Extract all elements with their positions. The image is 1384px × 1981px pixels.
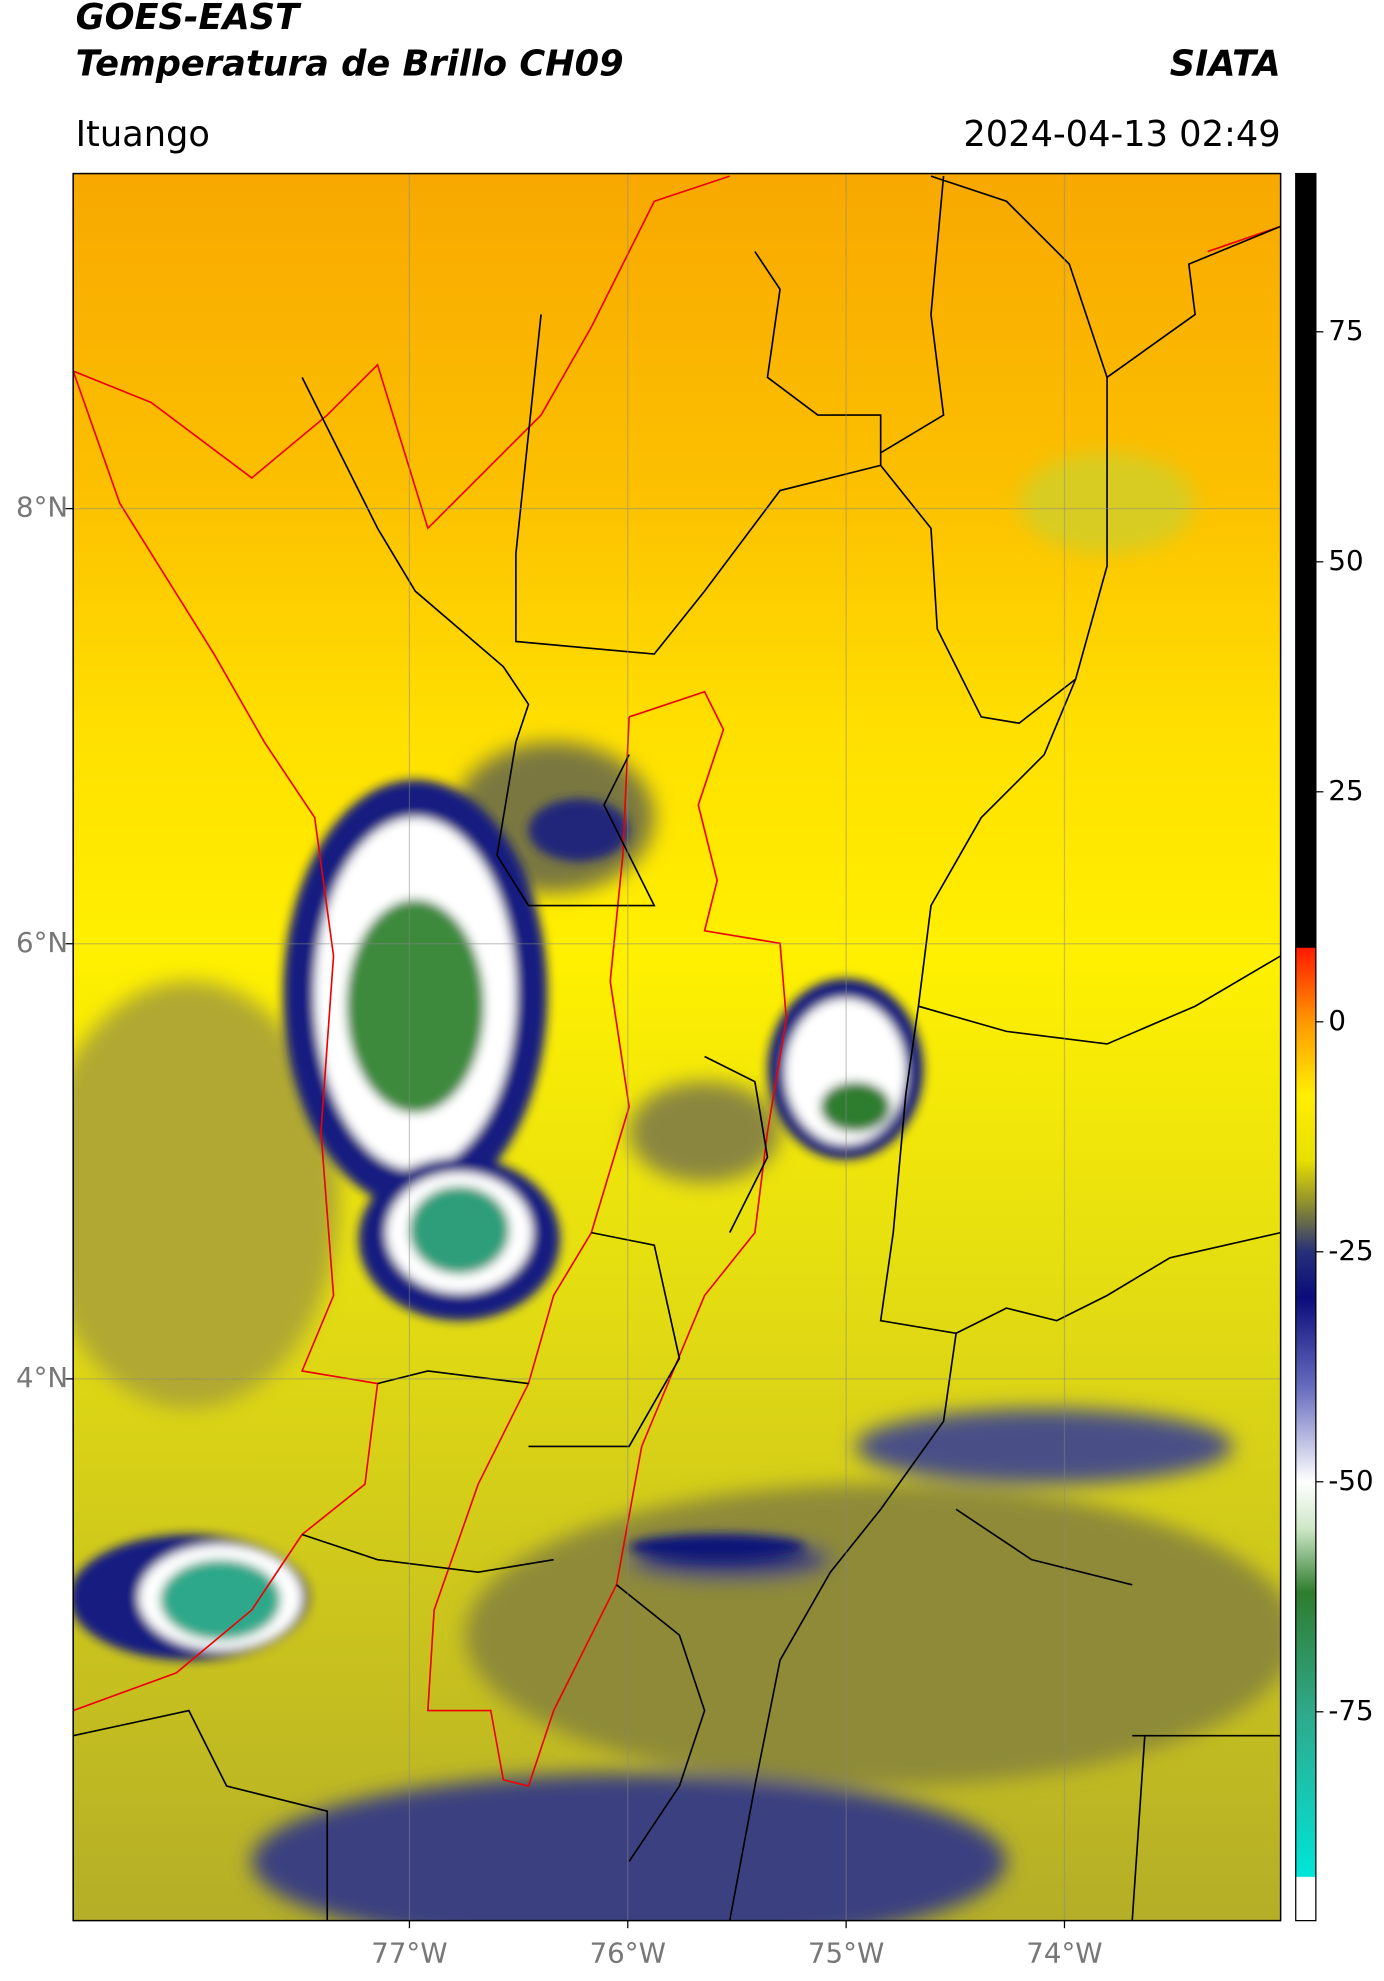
colorbar-tick-label: -75 [1328, 1694, 1373, 1727]
colorbar-tick-label: -50 [1328, 1464, 1373, 1497]
location: Ituango [76, 114, 210, 155]
x-tick-label: 75°W [808, 1937, 884, 1970]
colorbar-tick-label: 75 [1328, 314, 1363, 347]
colorbar-tick-label: 25 [1328, 774, 1363, 807]
grid [73, 173, 1281, 1921]
y-tick-label: 8°N [16, 491, 68, 524]
colorbar-tick-label: 50 [1328, 544, 1363, 577]
x-tick-label: 74°W [1026, 1937, 1102, 1970]
map-image [73, 173, 1281, 1921]
colorbar [1295, 172, 1317, 1922]
y-tick-label: 4°N [16, 1361, 68, 1394]
x-tick-label: 77°W [371, 1937, 447, 1970]
map-frame [72, 172, 1282, 1922]
title: GOES-EAST [76, 0, 302, 38]
timestamp: 2024-04-13 02:49 [963, 114, 1280, 155]
colorbar-tick-label: 0 [1328, 1004, 1346, 1037]
subtitle: Temperatura de Brillo CH09 [76, 43, 624, 84]
y-tick-label: 6°N [16, 926, 68, 959]
x-tick-label: 76°W [590, 1937, 666, 1970]
colorbar-tick-label: -25 [1328, 1234, 1373, 1267]
source: SIATA [1170, 43, 1281, 84]
